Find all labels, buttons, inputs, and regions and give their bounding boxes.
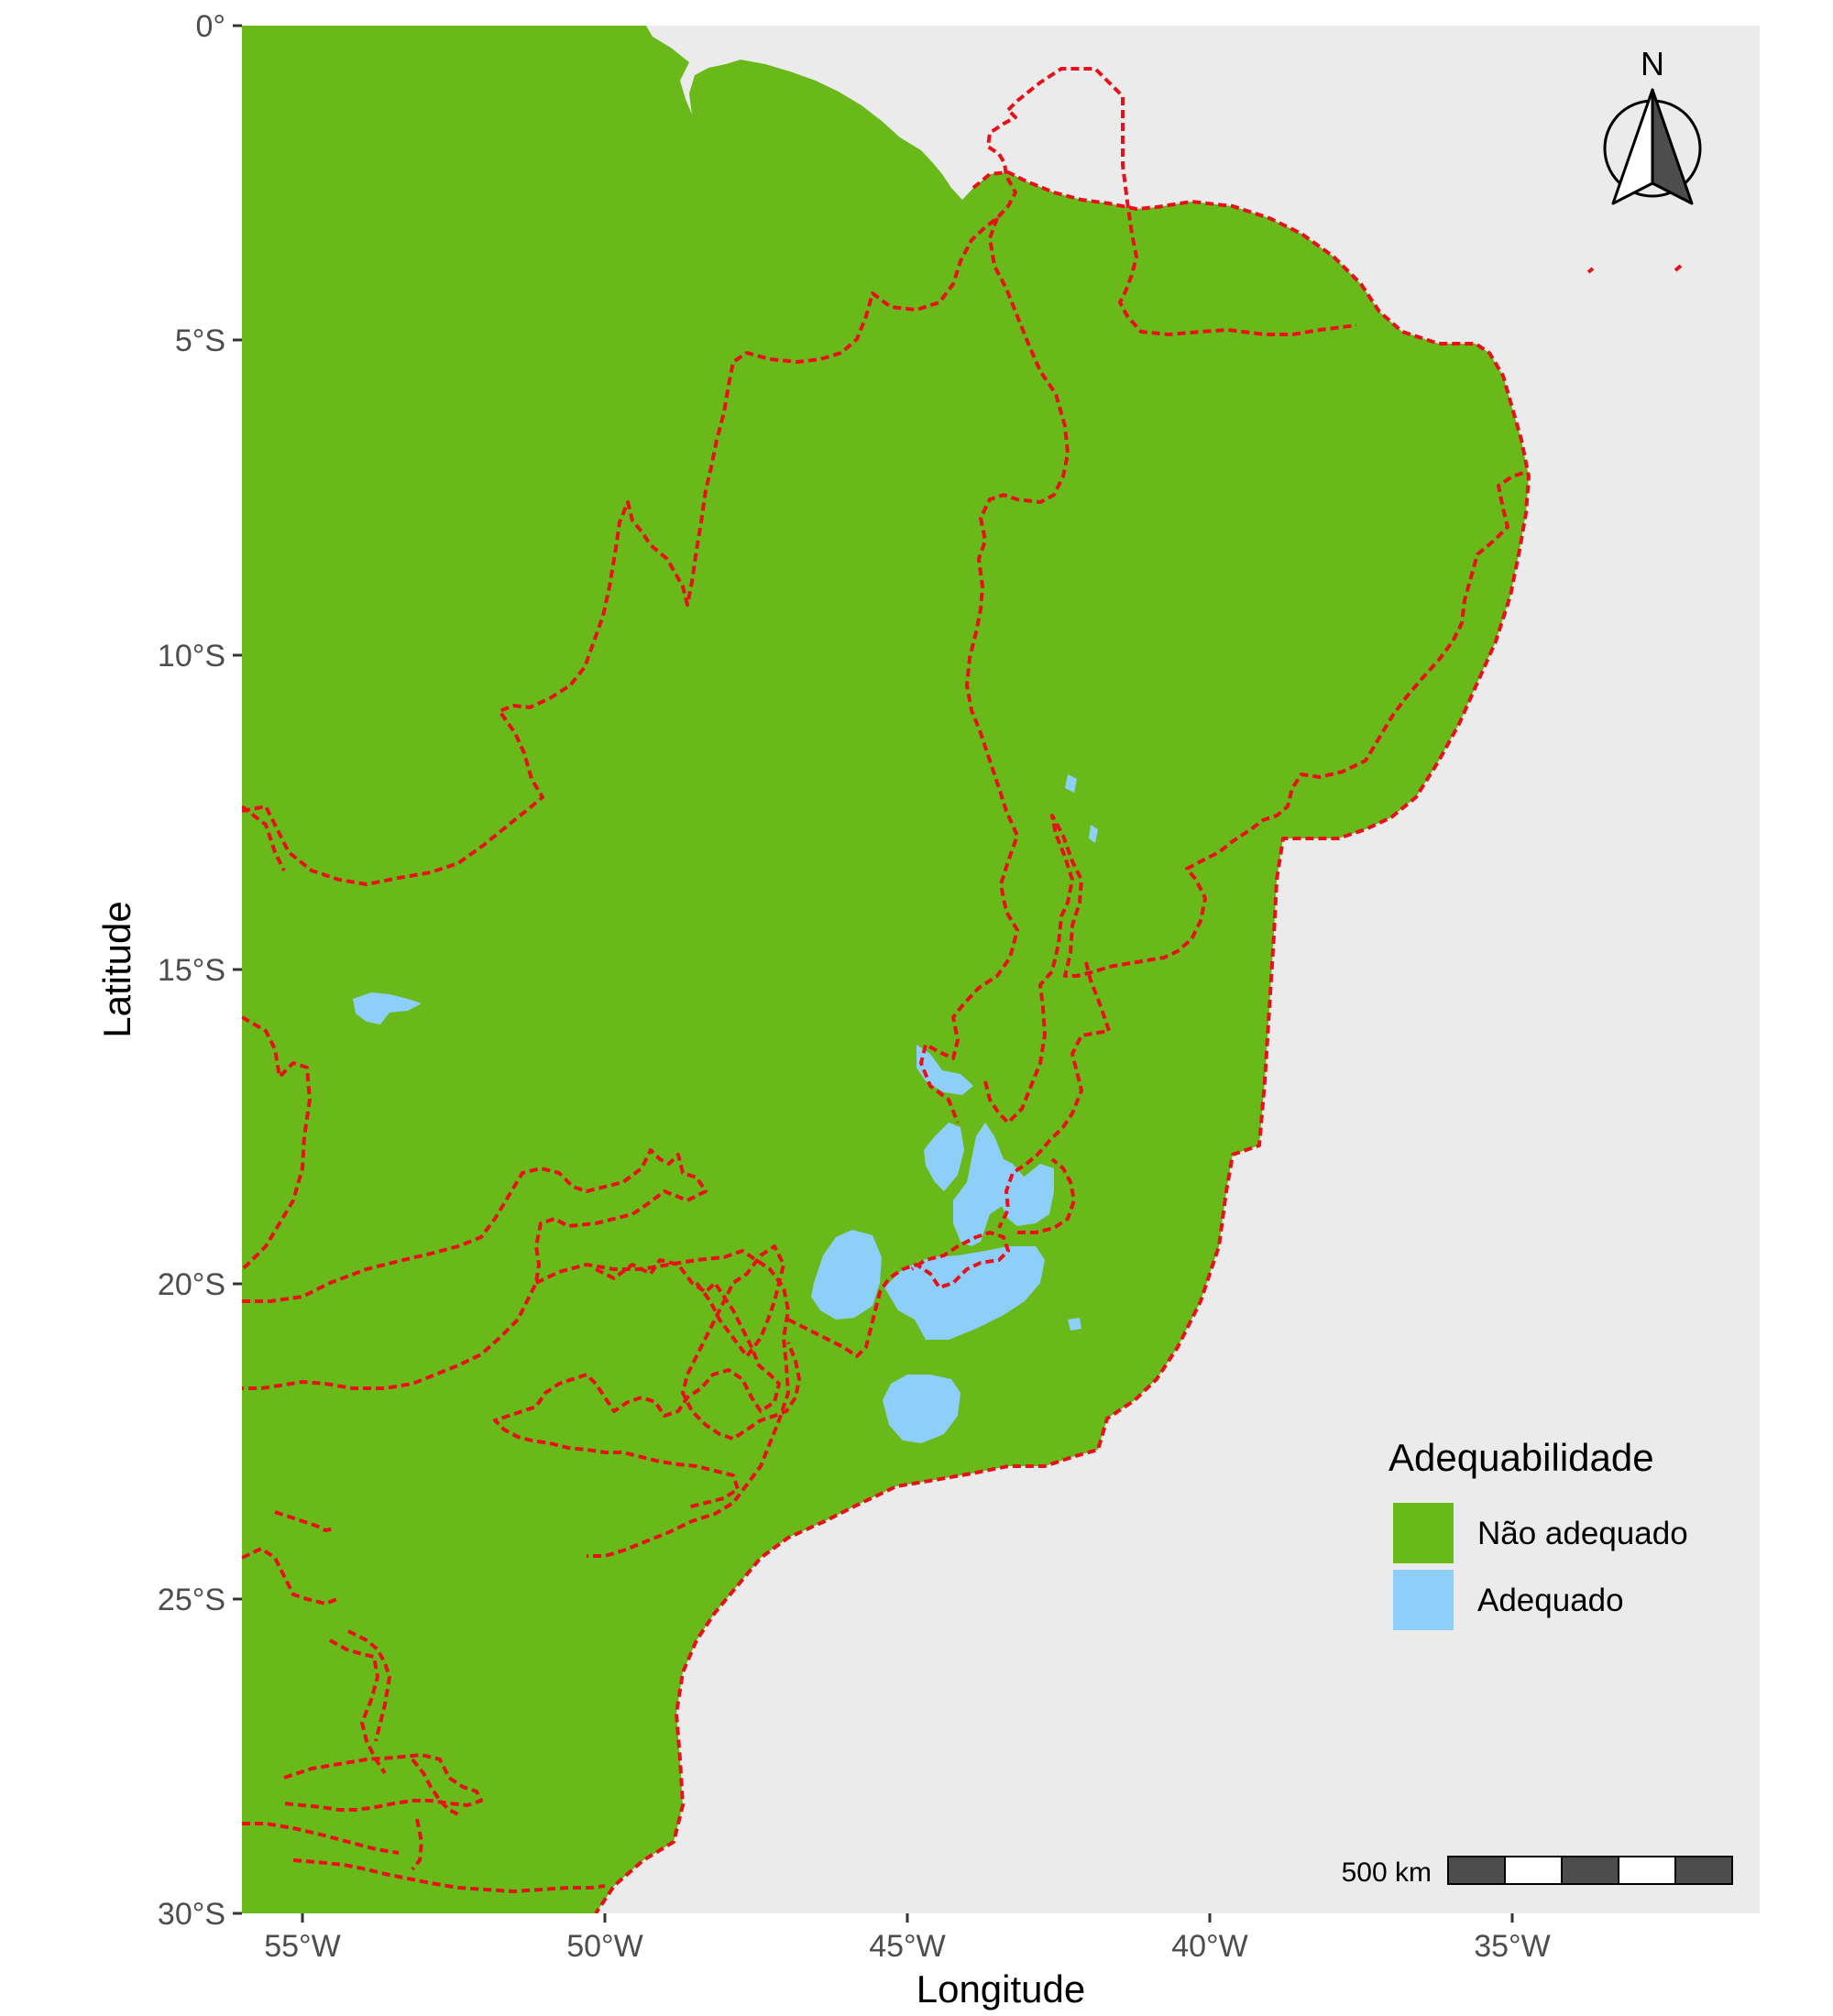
y-tick-label: 15°S: [158, 953, 225, 988]
boundary-line: [997, 961, 1111, 1229]
boundary-line: [242, 1822, 400, 1855]
boundary-line: [493, 1258, 781, 1509]
land-area: [242, 26, 1529, 1913]
y-tick-label: 0°: [195, 9, 225, 44]
scale-bar: 500 km: [1342, 1856, 1733, 1888]
y-axis: [233, 24, 242, 1915]
legend-label-unsuitable: Não adequado: [1477, 1516, 1688, 1551]
boundary-line: [274, 1510, 335, 1532]
x-tick-label: 35°W: [1474, 1929, 1551, 1964]
boundary-line: [983, 470, 1527, 1124]
suitable-patch: [999, 1164, 1054, 1226]
x-tick-label: 45°W: [869, 1929, 946, 1964]
scale-bar-label: 500 km: [1342, 1857, 1432, 1888]
suitable-patch: [353, 992, 422, 1024]
y-tick-label: 10°S: [158, 639, 225, 674]
scale-segment: [1674, 1856, 1733, 1885]
boundary-line: [411, 1818, 423, 1871]
boundary-line: [329, 1638, 387, 1775]
boundary-line: [411, 1758, 459, 1816]
boundary-line: [1674, 264, 1683, 272]
x-tick-label: 50°W: [566, 1929, 643, 1964]
y-tick-label: 30°S: [158, 1897, 225, 1932]
biome-boundaries: [242, 67, 1683, 1913]
legend-swatch-suitable: [1393, 1570, 1454, 1630]
y-tick-label: 20°S: [158, 1267, 225, 1302]
boundary-line: [1017, 1157, 1076, 1234]
suitable-patch: [1068, 1318, 1081, 1331]
suitable-patch: [811, 1230, 882, 1320]
suitable-patch: [883, 1375, 960, 1443]
x-tick-label: 40°W: [1171, 1929, 1248, 1964]
legend: Adequabilidade Não adequado Adequado: [1388, 1436, 1688, 1630]
suitable-patch: [1065, 774, 1077, 793]
boundary-line: [242, 1015, 312, 1271]
legend-label-suitable: Adequado: [1477, 1583, 1624, 1618]
scale-segment: [1561, 1856, 1619, 1885]
north-arrow: N: [1603, 45, 1702, 205]
boundary-line: [242, 1547, 338, 1605]
boundary-line: [681, 1244, 801, 1441]
boundary-line: [292, 1858, 606, 1893]
boundary-line: [787, 1231, 1010, 1358]
scale-segment: [1447, 1856, 1506, 1885]
legend-swatch-unsuitable: [1393, 1503, 1454, 1563]
y-tick-label: 5°S: [175, 323, 225, 358]
x-axis: [301, 1913, 1514, 1923]
y-axis-title: Latitude: [95, 901, 138, 1037]
boundary-line: [1586, 267, 1595, 274]
boundary-line: [919, 217, 1070, 1123]
boundary-line: [242, 108, 1017, 886]
suitable-patch: [1089, 825, 1098, 843]
scale-segment: [1618, 1856, 1676, 1885]
boundary-line: [1006, 67, 1357, 336]
north-label: N: [1641, 45, 1664, 82]
suitable-patch: [884, 1246, 1045, 1340]
x-tick-label: 55°W: [264, 1929, 341, 1964]
north-arrow-right-half: [1651, 88, 1694, 205]
boundary-line: [347, 1629, 391, 1742]
boundary-line: [242, 1148, 708, 1390]
coastline-boundary: [594, 170, 1531, 1913]
suitable-patch: [924, 1123, 964, 1191]
suitable-patches: [353, 774, 1098, 1443]
suitable-patch: [953, 1123, 1031, 1246]
scale-segment: [1504, 1856, 1563, 1885]
legend-title: Adequabilidade: [1388, 1436, 1654, 1479]
boundary-line: [242, 805, 286, 871]
x-axis-title: Longitude: [916, 1967, 1086, 2011]
y-tick-label: 25°S: [158, 1583, 225, 1617]
